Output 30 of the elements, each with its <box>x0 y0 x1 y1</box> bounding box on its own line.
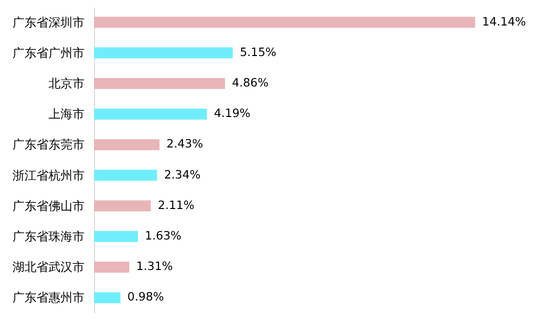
data-label: 4.86% <box>232 76 269 90</box>
bar <box>94 16 476 28</box>
data-label: 1.63% <box>144 228 182 242</box>
bar <box>94 47 233 58</box>
bar <box>94 170 158 181</box>
y-tick-label: 上海市 <box>48 107 84 122</box>
bar <box>94 230 138 242</box>
y-tick-label: 广东省惠州市 <box>12 290 84 305</box>
y-tick-label: 北京市 <box>48 76 84 90</box>
bar <box>94 139 160 150</box>
data-label: 2.34% <box>164 167 201 182</box>
y-tick-label: 广东省广州市 <box>12 46 84 60</box>
data-label: 2.43% <box>166 136 204 151</box>
y-tick-label: 湖北省武汉市 <box>12 260 84 274</box>
y-tick-label: 广东省深圳市 <box>12 15 84 30</box>
y-tick-label: 浙江省杭州市 <box>12 168 84 182</box>
y-tick-label: 广东省佛山市 <box>12 198 84 213</box>
bar <box>94 78 225 90</box>
bar <box>94 292 120 304</box>
data-label: 14.14% <box>482 14 526 28</box>
data-label: 2.11% <box>158 198 194 212</box>
data-label: 5.15% <box>240 44 276 59</box>
bar <box>94 262 130 273</box>
data-label: 0.98% <box>127 290 164 304</box>
bar <box>94 108 207 120</box>
data-label: 1.31% <box>136 259 173 274</box>
bar <box>94 200 151 212</box>
data-label: 4.19% <box>214 106 251 120</box>
y-tick-label: 广东省东莞市 <box>12 138 84 152</box>
y-tick-label: 广东省珠海市 <box>12 230 84 244</box>
